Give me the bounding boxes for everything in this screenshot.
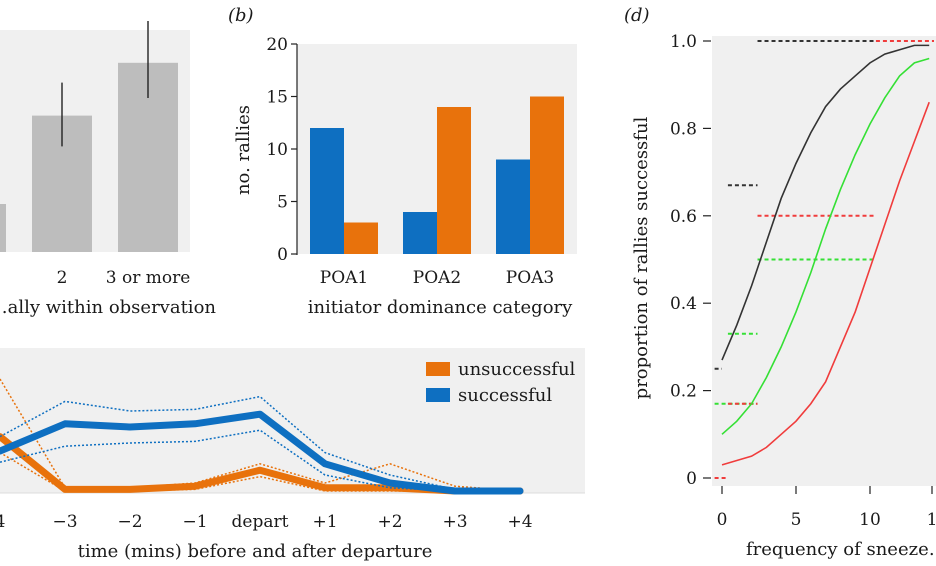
panel-d-y-tick-3: 0.6 bbox=[670, 207, 697, 227]
panel-c-x-tick-6: +2 bbox=[377, 512, 402, 532]
panel-d-plot-background bbox=[712, 36, 936, 486]
panel-c-x-tick-3: −1 bbox=[182, 512, 207, 532]
panel-d-y-tick-4: 0.8 bbox=[670, 119, 697, 139]
panel-c-x-tick-2: −2 bbox=[117, 512, 142, 532]
panel-b-y-axis-title: no. rallies bbox=[233, 105, 254, 195]
panel-d-y-tick-5: 1.0 bbox=[670, 32, 697, 52]
panel-c-x-tick-7: +3 bbox=[442, 512, 467, 532]
panel-a-x-tick-1: 3 or more bbox=[106, 268, 191, 288]
panel-d-x-tick-1: 5 bbox=[791, 510, 802, 530]
panel-b-bar-POA1-1 bbox=[344, 222, 378, 254]
panel-c-ci-low-successful bbox=[0, 429, 520, 492]
panel-b-bar-POA2-1 bbox=[437, 107, 471, 254]
panel-b-x-tick-2: POA3 bbox=[506, 268, 554, 288]
panel-b-x-axis-title: initiator dominance category bbox=[308, 297, 573, 318]
panel-c-x-tick-0: 4 bbox=[0, 512, 5, 532]
panel-c: 4 −3 −2 −1 depart +1 +2 +3 +4 unsuccessful succes… bbox=[0, 348, 585, 562]
panel-d-x-axis-title: frequency of sneeze… bbox=[746, 539, 936, 560]
panel-b-y-tick-0: 0 bbox=[277, 245, 288, 265]
panel-c-legend-swatch-0 bbox=[426, 362, 450, 376]
panel-d-y-axis-title: proportion of rallies successful bbox=[631, 116, 652, 399]
panel-b-bar-POA1-0 bbox=[310, 128, 344, 254]
panel-b-label: (b) bbox=[228, 5, 254, 26]
panel-b-y-tick-2: 10 bbox=[266, 140, 288, 160]
panel-d-label: (d) bbox=[624, 5, 650, 26]
panel-c-legend-label-0: unsuccessful bbox=[458, 359, 576, 380]
panel-a: 2 3 or more …ally within observation bbox=[0, 21, 216, 318]
panel-c-legend-label-1: successful bbox=[458, 385, 552, 406]
panel-c-line-successful bbox=[0, 410, 524, 495]
panel-d-x-tick-3: 1 bbox=[927, 510, 936, 530]
panel-d-curve-1 bbox=[721, 57, 930, 435]
panel-b-y-tick-1: 5 bbox=[277, 193, 288, 213]
panel-d-curve-2 bbox=[721, 101, 930, 466]
panel-c-x-tick-4: depart bbox=[232, 512, 289, 532]
panel-b: (b) 0 5 10 15 20 POA1 POA2 POA3 no. rallies in… bbox=[228, 5, 577, 318]
panel-b-x-tick-0: POA1 bbox=[320, 268, 368, 288]
panel-a-bar-cropped bbox=[0, 204, 6, 252]
panel-d-x-tick-0: 0 bbox=[717, 510, 728, 530]
panel-d-y-tick-0: 0 bbox=[686, 469, 697, 489]
panel-c-plot-background bbox=[0, 348, 585, 493]
panel-c-ci-high-successful bbox=[0, 395, 520, 491]
panel-c-legend-swatch-1 bbox=[426, 388, 450, 402]
panel-c-x-tick-5: +1 bbox=[312, 512, 337, 532]
panel-c-x-axis-title: time (mins) before and after departure bbox=[78, 541, 433, 562]
panel-a-x-tick-0: 2 bbox=[57, 268, 68, 288]
panel-d-y-tick-2: 0.4 bbox=[670, 294, 697, 314]
panel-d-x-tick-2: 10 bbox=[859, 510, 881, 530]
panel-b-bar-POA3-1 bbox=[530, 96, 564, 254]
panel-c-x-tick-8: +4 bbox=[507, 512, 532, 532]
panel-d-curve-0 bbox=[721, 44, 930, 361]
panel-b-x-tick-1: POA2 bbox=[413, 268, 461, 288]
panel-d-y-tick-1: 0.2 bbox=[670, 382, 697, 402]
panel-d: (d) 0 0.2 0.4 0.6 0.8 1.0 0 5 10 1 proportion of … bbox=[624, 5, 936, 560]
panel-b-bar-POA3-0 bbox=[496, 159, 530, 254]
panel-a-x-axis-title: …ally within observation bbox=[0, 297, 216, 318]
panel-b-y-tick-3: 15 bbox=[266, 88, 288, 108]
panel-b-y-tick-4: 20 bbox=[266, 35, 288, 55]
panel-c-x-tick-1: −3 bbox=[52, 512, 77, 532]
panel-b-bar-POA2-0 bbox=[403, 212, 437, 254]
